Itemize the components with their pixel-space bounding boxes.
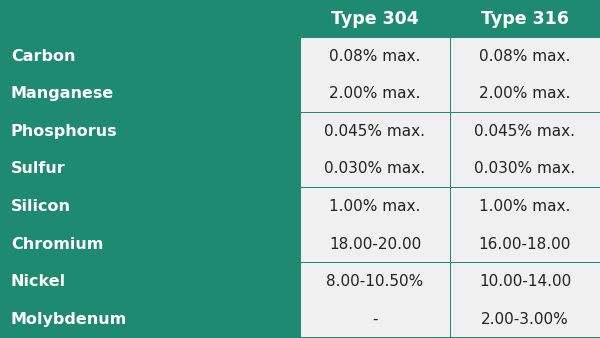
Text: 8.00-10.50%: 8.00-10.50% (326, 274, 424, 289)
Text: 1.00% max.: 1.00% max. (329, 199, 421, 214)
Text: Molybdenum: Molybdenum (11, 312, 127, 327)
Bar (0, 263, 300, 300)
Bar (0, 38, 300, 75)
Text: Carbon: Carbon (11, 49, 76, 64)
Text: Type 304: Type 304 (331, 10, 419, 28)
Text: Silicon: Silicon (11, 199, 71, 214)
Bar (451, 300, 600, 337)
Text: 2.00% max.: 2.00% max. (479, 86, 571, 101)
Bar (451, 225, 600, 262)
Bar (301, 150, 450, 187)
Bar (451, 38, 600, 75)
Text: 0.030% max.: 0.030% max. (325, 162, 425, 176)
Bar (301, 300, 450, 337)
Text: 16.00-18.00: 16.00-18.00 (479, 237, 571, 251)
Bar (301, 75, 450, 112)
Text: 10.00-14.00: 10.00-14.00 (479, 274, 571, 289)
Text: 2.00-3.00%: 2.00-3.00% (481, 312, 569, 327)
Bar (451, 113, 600, 150)
Text: Nickel: Nickel (11, 274, 66, 289)
Bar (0, 150, 300, 187)
Bar (451, 0, 600, 37)
Bar (0, 225, 300, 262)
Text: 1.00% max.: 1.00% max. (479, 199, 571, 214)
Bar (301, 225, 450, 262)
Text: Manganese: Manganese (11, 86, 114, 101)
Bar (0, 113, 300, 150)
Text: 0.08% max.: 0.08% max. (479, 49, 571, 64)
Bar (0, 0, 300, 38)
Text: Type 316: Type 316 (481, 10, 569, 28)
Text: 0.08% max.: 0.08% max. (329, 49, 421, 64)
Bar (451, 188, 600, 225)
Bar (301, 263, 450, 300)
Bar (451, 150, 600, 187)
Bar (0, 300, 300, 337)
Bar (301, 113, 450, 150)
Text: Phosphorus: Phosphorus (11, 124, 118, 139)
Bar (301, 0, 450, 37)
Bar (0, 75, 300, 112)
Text: 18.00-20.00: 18.00-20.00 (329, 237, 421, 251)
Text: Sulfur: Sulfur (11, 162, 65, 176)
Bar (0, 188, 300, 225)
Text: -: - (372, 312, 378, 327)
Bar (451, 263, 600, 300)
Text: 2.00% max.: 2.00% max. (329, 86, 421, 101)
Text: 0.045% max.: 0.045% max. (325, 124, 425, 139)
Bar (301, 38, 450, 75)
Bar (451, 75, 600, 112)
Text: 0.045% max.: 0.045% max. (475, 124, 575, 139)
Bar (301, 188, 450, 225)
Text: 0.030% max.: 0.030% max. (475, 162, 575, 176)
Text: Chromium: Chromium (11, 237, 103, 251)
